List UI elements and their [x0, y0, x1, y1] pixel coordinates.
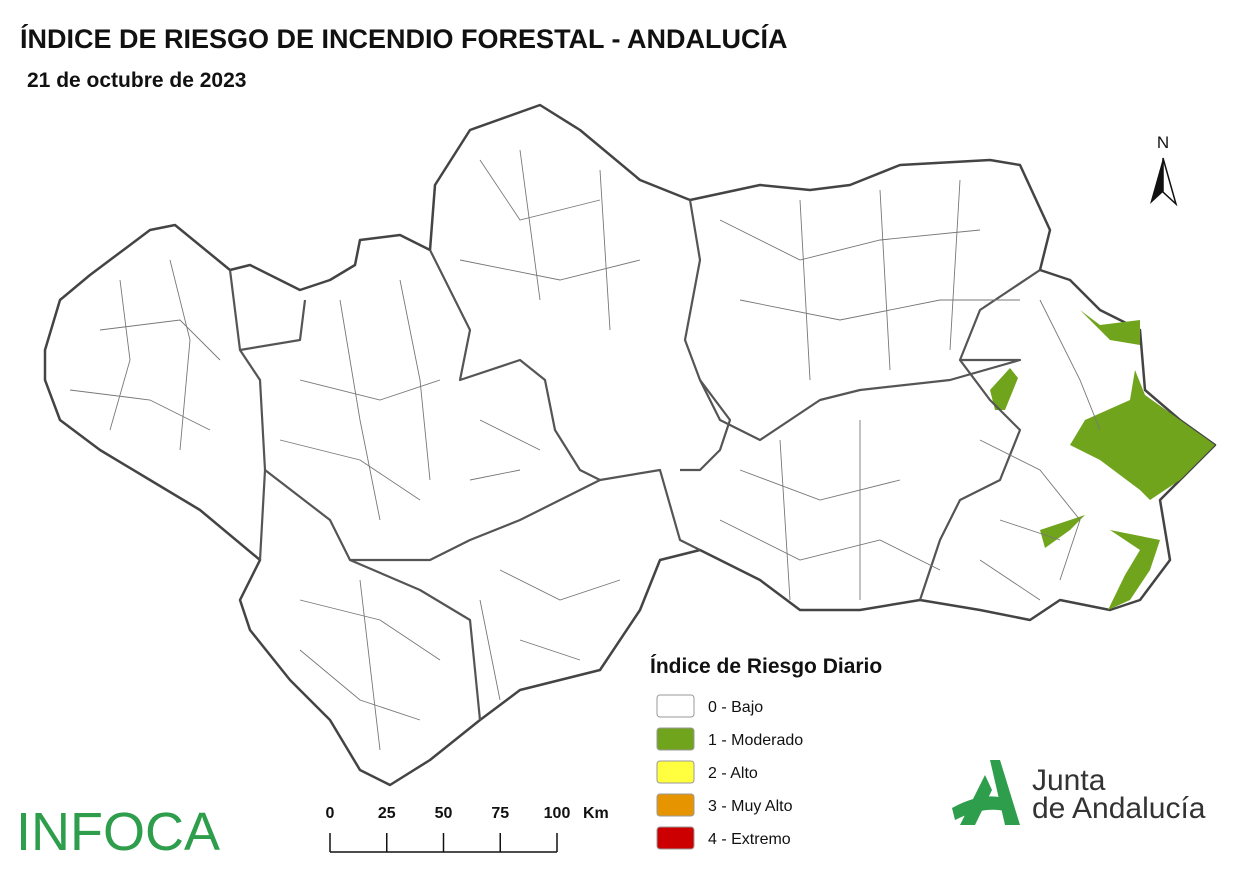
risk-area	[1070, 370, 1215, 500]
legend-label: 4 - Extremo	[708, 831, 791, 848]
legend-title: Índice de Riesgo Diario	[650, 655, 882, 678]
junta-text: Junta	[1032, 764, 1106, 797]
municipal-borders	[69, 149, 1101, 751]
scale-label: 50	[435, 805, 453, 822]
region-outline	[43, 103, 1217, 787]
scale-bar: 0 25 50 75 100 Km	[326, 805, 609, 853]
north-label: N	[1157, 133, 1169, 152]
region-map	[43, 103, 1217, 787]
risk-area	[1040, 515, 1085, 548]
risk-area	[1080, 310, 1140, 345]
legend-swatch	[656, 826, 695, 850]
legend: Índice de Riesgo Diario 0 - Bajo 1 - Mode…	[650, 655, 882, 850]
infoca-logo: INFOCA	[16, 802, 220, 862]
legend-label: 0 - Bajo	[708, 699, 763, 716]
risk-area	[990, 368, 1018, 410]
legend-label: 3 - Muy Alto	[708, 798, 793, 815]
title: ÍNDICE DE RIESGO DE INCENDIO FORESTAL - …	[20, 23, 788, 54]
legend-label: 2 - Alto	[708, 765, 758, 782]
scale-label: 25	[378, 805, 396, 822]
risk-area	[1108, 530, 1160, 610]
scale-label: 75	[491, 805, 509, 822]
scale-label: 100	[544, 805, 571, 822]
province-borders	[228, 199, 1041, 721]
junta-logo: Junta de Andalucía	[952, 760, 1206, 825]
legend-swatch	[656, 727, 695, 751]
north-arrow: N	[1150, 133, 1178, 207]
subtitle: 21 de octubre de 2023	[27, 69, 246, 92]
legend-swatch	[656, 793, 695, 817]
legend-swatch	[656, 760, 695, 784]
junta-text: de Andalucía	[1032, 792, 1206, 825]
legend-label: 1 - Moderado	[708, 732, 803, 749]
scale-unit: Km	[583, 805, 609, 822]
legend-swatch	[656, 694, 695, 718]
scale-label: 0	[326, 805, 335, 822]
